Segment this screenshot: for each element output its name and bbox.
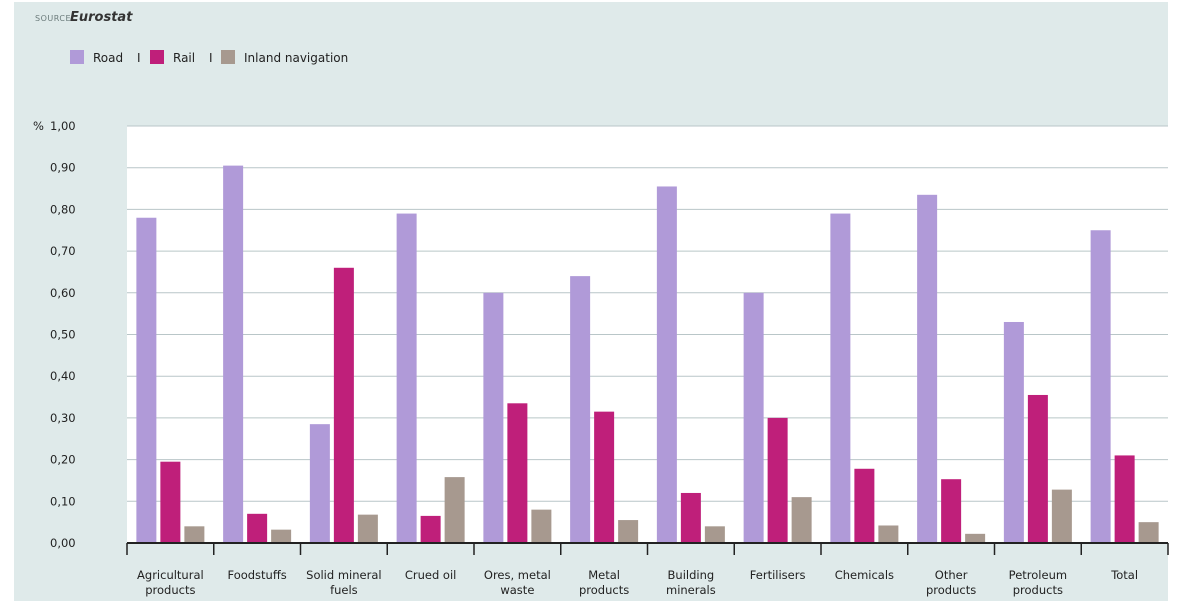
y-tick-label: 0,50 [50, 328, 76, 342]
bar-inland-navigation [357, 514, 378, 543]
x-category-label: fuels [330, 583, 358, 597]
bar-rail [420, 515, 441, 543]
legend-label-road: Road [93, 51, 123, 65]
x-category-label: waste [500, 583, 534, 597]
bar-rail [1027, 394, 1048, 543]
bar-inland-navigation [618, 520, 639, 543]
x-category-label: Chemicals [835, 568, 894, 582]
y-tick-label: 0,20 [50, 453, 76, 467]
bar-road [917, 194, 938, 543]
legend-swatch-inland-navigation [221, 50, 235, 64]
y-tick-label: 0,90 [50, 161, 76, 175]
bar-rail [680, 492, 701, 543]
x-category-label: minerals [666, 583, 716, 597]
bar-inland-navigation [271, 529, 292, 543]
x-category-label: Total [1110, 568, 1138, 582]
x-category-label: Ores, metal [484, 568, 551, 582]
x-category-label: Fertilisers [750, 568, 806, 582]
bar-rail [507, 403, 528, 543]
bar-road [656, 186, 677, 543]
source-label: SOURCE [35, 14, 71, 23]
y-tick-label: 0,40 [50, 369, 76, 383]
bar-rail [1114, 455, 1135, 543]
x-category-label: Crued oil [405, 568, 457, 582]
bar-rail [160, 461, 181, 543]
x-axis-panel [14, 543, 1168, 601]
y-tick-label: 0,00 [50, 536, 76, 550]
legend: Road I Rail I Inland navigation [70, 50, 348, 65]
bar-inland-navigation [184, 526, 205, 543]
bar-road [570, 276, 591, 543]
bar-inland-navigation [1138, 522, 1159, 543]
bar-inland-navigation [878, 525, 899, 543]
legend-swatch-rail [150, 50, 164, 64]
source-name: Eurostat [70, 10, 133, 25]
y-tick-label: 0,10 [50, 494, 76, 508]
y-tick-label: 0,30 [50, 411, 76, 425]
bar-inland-navigation [1051, 489, 1072, 543]
y-tick-labels: 0,00 0,10 0,20 0,30 0,40 0,50 0,60 0,70 0,80 0,90… [50, 119, 76, 550]
x-category-label: products [926, 583, 976, 597]
bar-road [223, 165, 244, 544]
bar-road [1003, 321, 1024, 543]
bar-road [743, 292, 764, 543]
x-category-label: products [1013, 583, 1063, 597]
y-tick-label: 1,00 [50, 119, 76, 133]
x-category-label: products [579, 583, 629, 597]
bar-road [396, 213, 417, 543]
y-axis-panel [14, 126, 127, 543]
bar-inland-navigation [791, 497, 812, 543]
y-tick-label: 0,70 [50, 244, 76, 258]
bar-road [1090, 230, 1111, 543]
bar-rail [854, 468, 875, 543]
legend-label-inland-navigation: Inland navigation [244, 51, 348, 65]
bar-rail [767, 417, 788, 543]
x-category-label: Other [935, 568, 968, 582]
bar-rail [594, 411, 615, 543]
bar-rail [247, 513, 268, 543]
bar-road [309, 424, 330, 543]
bar-road [830, 213, 851, 543]
bar-inland-navigation [531, 509, 552, 543]
bar-inland-navigation [965, 533, 986, 543]
x-category-label: Foodstuffs [227, 568, 286, 582]
header-panel [14, 2, 1168, 126]
bar-road [136, 217, 157, 544]
y-axis-unit: % [33, 119, 44, 133]
bar-road [483, 292, 504, 543]
y-tick-label: 0,60 [50, 286, 76, 300]
gridlines [127, 125, 1168, 502]
x-category-label: Solid mineral [306, 568, 381, 582]
x-category-label: Petroleum [1009, 568, 1067, 582]
bar-rail [941, 479, 962, 543]
legend-separator: I [209, 51, 213, 65]
bar-rail [333, 267, 354, 543]
x-category-label: Agricultural [137, 568, 204, 582]
x-category-label: products [145, 583, 195, 597]
x-category-label: Building [668, 568, 715, 582]
bar-inland-navigation [704, 526, 725, 543]
x-tick-marks [126, 543, 1169, 555]
y-tick-label: 0,80 [50, 202, 76, 216]
bars [136, 165, 1159, 544]
legend-separator: I [137, 51, 141, 65]
legend-swatch-road [70, 50, 84, 64]
legend-label-rail: Rail [173, 51, 195, 65]
x-category-label: Metal [588, 568, 620, 582]
bar-inland-navigation [444, 477, 465, 543]
